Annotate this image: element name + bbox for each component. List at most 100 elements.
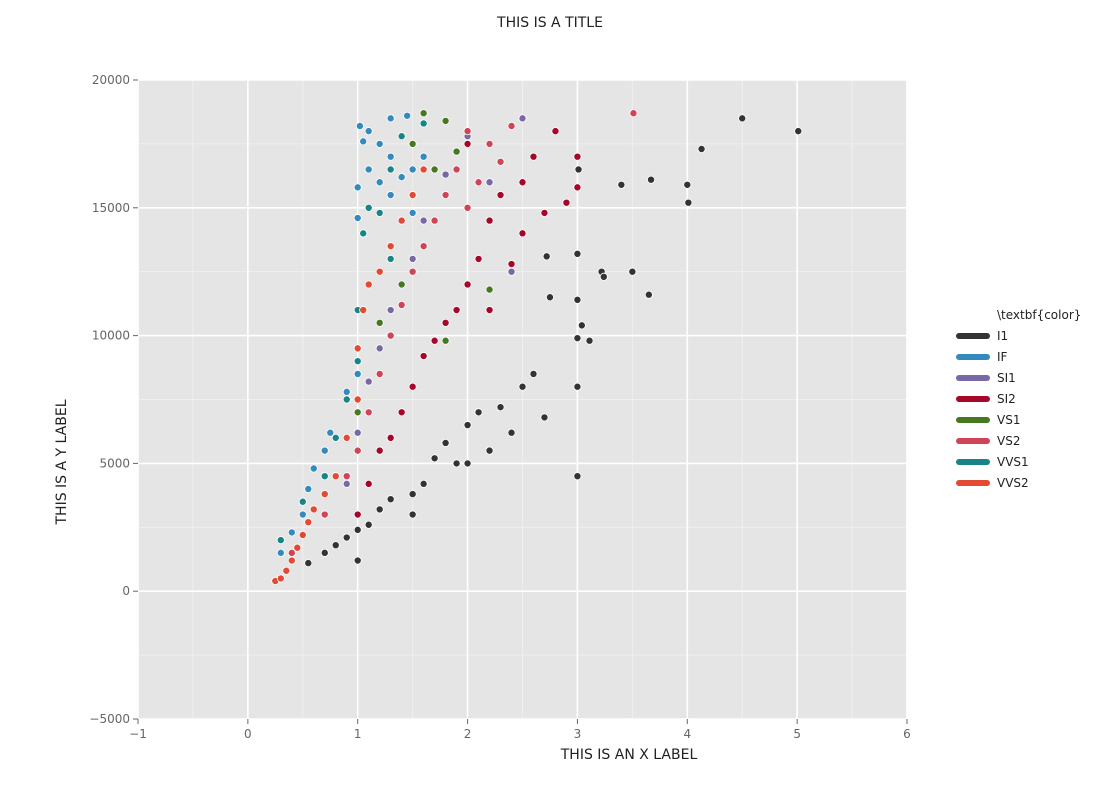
data-point [304,518,313,527]
data-point [386,331,395,340]
data-point [697,145,706,154]
legend-label: VVS1 [997,455,1029,469]
grid-minor [138,80,907,719]
data-point [507,122,516,131]
data-point [408,510,417,519]
series-si1 [342,114,527,488]
data-point [452,306,461,315]
series-if [276,111,428,557]
legend-item: I1 [956,329,1008,343]
x-tick-label: 2 [464,727,472,741]
data-point [375,318,384,327]
data-point [485,285,494,294]
data-point [629,109,638,118]
data-point [507,428,516,437]
data-point [408,267,417,276]
data-point [452,459,461,468]
series-vvs2 [271,165,428,585]
legend-item: VVS2 [956,476,1029,490]
data-point [309,464,318,473]
data-point [403,111,412,120]
x-tick-label: 6 [903,727,911,741]
data-point [375,446,384,455]
data-point [386,152,395,161]
data-point [507,260,516,269]
data-point [364,203,373,212]
legend-item: VS1 [956,413,1020,427]
data-point [545,293,554,302]
data-point [644,290,653,299]
data-point [441,116,450,125]
data-point [430,336,439,345]
data-point [419,152,428,161]
data-point [364,520,373,529]
data-point [529,369,538,378]
data-point [331,541,340,550]
data-point [463,127,472,136]
data-point [485,216,494,225]
data-point [496,157,505,166]
y-axis-label: THIS IS A Y LABEL [54,399,70,525]
data-point [496,191,505,200]
series-si2 [353,127,582,519]
data-point [485,139,494,148]
x-tick-label: −1 [129,727,147,741]
x-tick-label: 3 [574,727,582,741]
data-point [419,165,428,174]
data-point [419,352,428,361]
data-point [320,490,329,499]
data-point [463,421,472,430]
data-point [298,510,307,519]
data-point [375,178,384,187]
data-point [320,446,329,455]
data-point [353,214,362,223]
data-point [441,170,450,179]
data-point [397,408,406,417]
data-point [326,428,335,437]
data-point [331,433,340,442]
data-point [485,178,494,187]
data-point [364,377,373,386]
data-point [419,216,428,225]
data-point [375,139,384,148]
x-axis: −1 0 1 2 3 4 5 6 [129,719,911,741]
data-point [364,165,373,174]
data-point [386,306,395,315]
data-point [342,472,351,481]
data-point [309,505,318,514]
data-point [485,306,494,315]
data-point [573,249,582,258]
data-point [364,280,373,289]
data-point [452,147,461,156]
legend: \textbf{color} I1 IF SI1 SI2 VS1 VS2 VVS1 VVS2 [956,308,1081,490]
x-tick-label: 0 [244,727,252,741]
data-point [298,497,307,506]
data-point [419,109,428,118]
y-tick-label: 10000 [92,329,130,343]
data-point [276,536,285,545]
x-axis-label: THIS IS AN X LABEL [560,747,698,763]
data-point [386,254,395,263]
legend-title: \textbf{color} [997,308,1081,322]
data-point [276,548,285,557]
data-point [474,178,483,187]
data-point [353,344,362,353]
legend-label: IF [997,350,1008,364]
data-point [452,165,461,174]
data-point [282,566,291,575]
data-point [304,559,313,568]
data-point [485,446,494,455]
data-point [320,510,329,519]
data-point [518,382,527,391]
data-point [529,152,538,161]
data-point [353,556,362,565]
data-point [353,446,362,455]
data-point [496,403,505,412]
data-point [647,175,656,184]
data-point [298,530,307,539]
x-tick-label: 1 [354,727,362,741]
data-point [430,216,439,225]
y-tick-label: −5000 [89,712,130,726]
data-point [287,528,296,537]
